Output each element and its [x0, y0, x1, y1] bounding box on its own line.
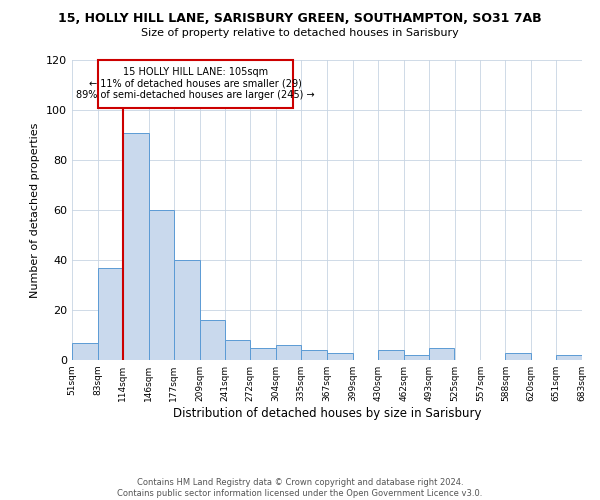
Bar	[199, 320, 226, 360]
Text: 15, HOLLY HILL LANE, SARISBURY GREEN, SOUTHAMPTON, SO31 7AB: 15, HOLLY HILL LANE, SARISBURY GREEN, SO…	[58, 12, 542, 26]
Text: 15 HOLLY HILL LANE: 105sqm
← 11% of detached houses are smaller (29)
89% of semi: 15 HOLLY HILL LANE: 105sqm ← 11% of deta…	[76, 67, 315, 100]
X-axis label: Distribution of detached houses by size in Sarisbury: Distribution of detached houses by size …	[173, 407, 481, 420]
Bar	[226, 340, 250, 360]
Bar	[149, 210, 173, 360]
Bar	[123, 132, 149, 360]
Bar	[378, 350, 404, 360]
Bar	[301, 350, 327, 360]
Bar	[582, 358, 600, 360]
Bar	[72, 342, 98, 360]
Bar	[327, 352, 353, 360]
Bar	[173, 260, 199, 360]
FancyBboxPatch shape	[98, 60, 293, 108]
Bar	[556, 355, 582, 360]
Bar	[98, 268, 123, 360]
Text: Size of property relative to detached houses in Sarisbury: Size of property relative to detached ho…	[141, 28, 459, 38]
Bar	[250, 348, 276, 360]
Text: Contains HM Land Registry data © Crown copyright and database right 2024.
Contai: Contains HM Land Registry data © Crown c…	[118, 478, 482, 498]
Bar	[404, 355, 428, 360]
Bar	[276, 345, 301, 360]
Bar	[428, 348, 455, 360]
Bar	[505, 352, 531, 360]
Y-axis label: Number of detached properties: Number of detached properties	[31, 122, 40, 298]
